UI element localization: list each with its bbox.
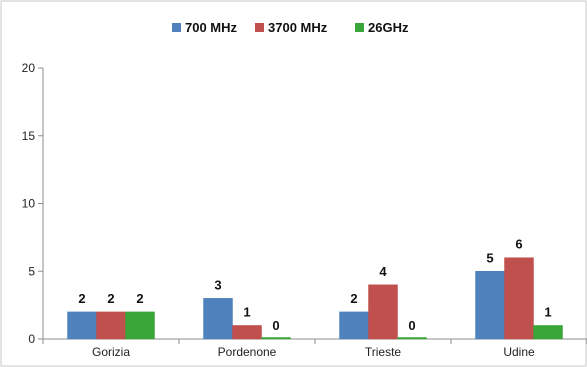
- y-tick-label: 0: [28, 332, 35, 346]
- legend-label: 700 MHz: [185, 20, 238, 35]
- x-category-label: Trieste: [365, 345, 402, 359]
- legend: 700 MHz 3700 MHz 26GHz: [172, 20, 409, 35]
- legend-swatch: [172, 23, 181, 32]
- legend-label: 3700 MHz: [268, 20, 328, 35]
- x-category-label: Gorizia: [92, 345, 130, 359]
- bar: [339, 311, 369, 340]
- legend-swatch: [255, 23, 264, 32]
- data-label: 5: [486, 250, 493, 265]
- y-tick-label: 5: [28, 264, 35, 278]
- data-label: 0: [272, 318, 279, 333]
- data-label: 2: [107, 291, 114, 306]
- bar: [397, 337, 427, 340]
- bar: [504, 257, 534, 340]
- legend-label: 26GHz: [368, 20, 409, 35]
- data-label: 1: [544, 304, 551, 319]
- y-tick-label: 15: [22, 129, 36, 143]
- bar: [67, 311, 97, 340]
- data-label: 1: [243, 304, 250, 319]
- bar: [96, 311, 126, 340]
- data-label: 2: [136, 291, 143, 306]
- bar: [203, 298, 233, 340]
- y-axis: 0 5 10 15 20: [22, 61, 44, 346]
- data-label: 0: [408, 318, 415, 333]
- y-tick-label: 20: [22, 61, 36, 75]
- data-label: 2: [350, 291, 357, 306]
- data-label: 4: [379, 264, 387, 279]
- legend-swatch: [355, 23, 364, 32]
- x-category-label: Pordenone: [218, 345, 277, 359]
- bar: [125, 311, 155, 340]
- bar: [232, 325, 262, 340]
- bar: [368, 284, 398, 340]
- data-label: 6: [515, 237, 522, 252]
- bar: [475, 271, 505, 340]
- y-tick-label: 10: [22, 197, 36, 211]
- data-label: 2: [78, 291, 85, 306]
- data-label: 3: [214, 277, 221, 292]
- bar: [533, 325, 563, 340]
- bar: [261, 337, 291, 340]
- data-labels: 2 2 2 3 1 0 2 4 0 5 6 1: [78, 237, 551, 333]
- bars: [67, 257, 563, 340]
- x-category-label: Udine: [503, 345, 535, 359]
